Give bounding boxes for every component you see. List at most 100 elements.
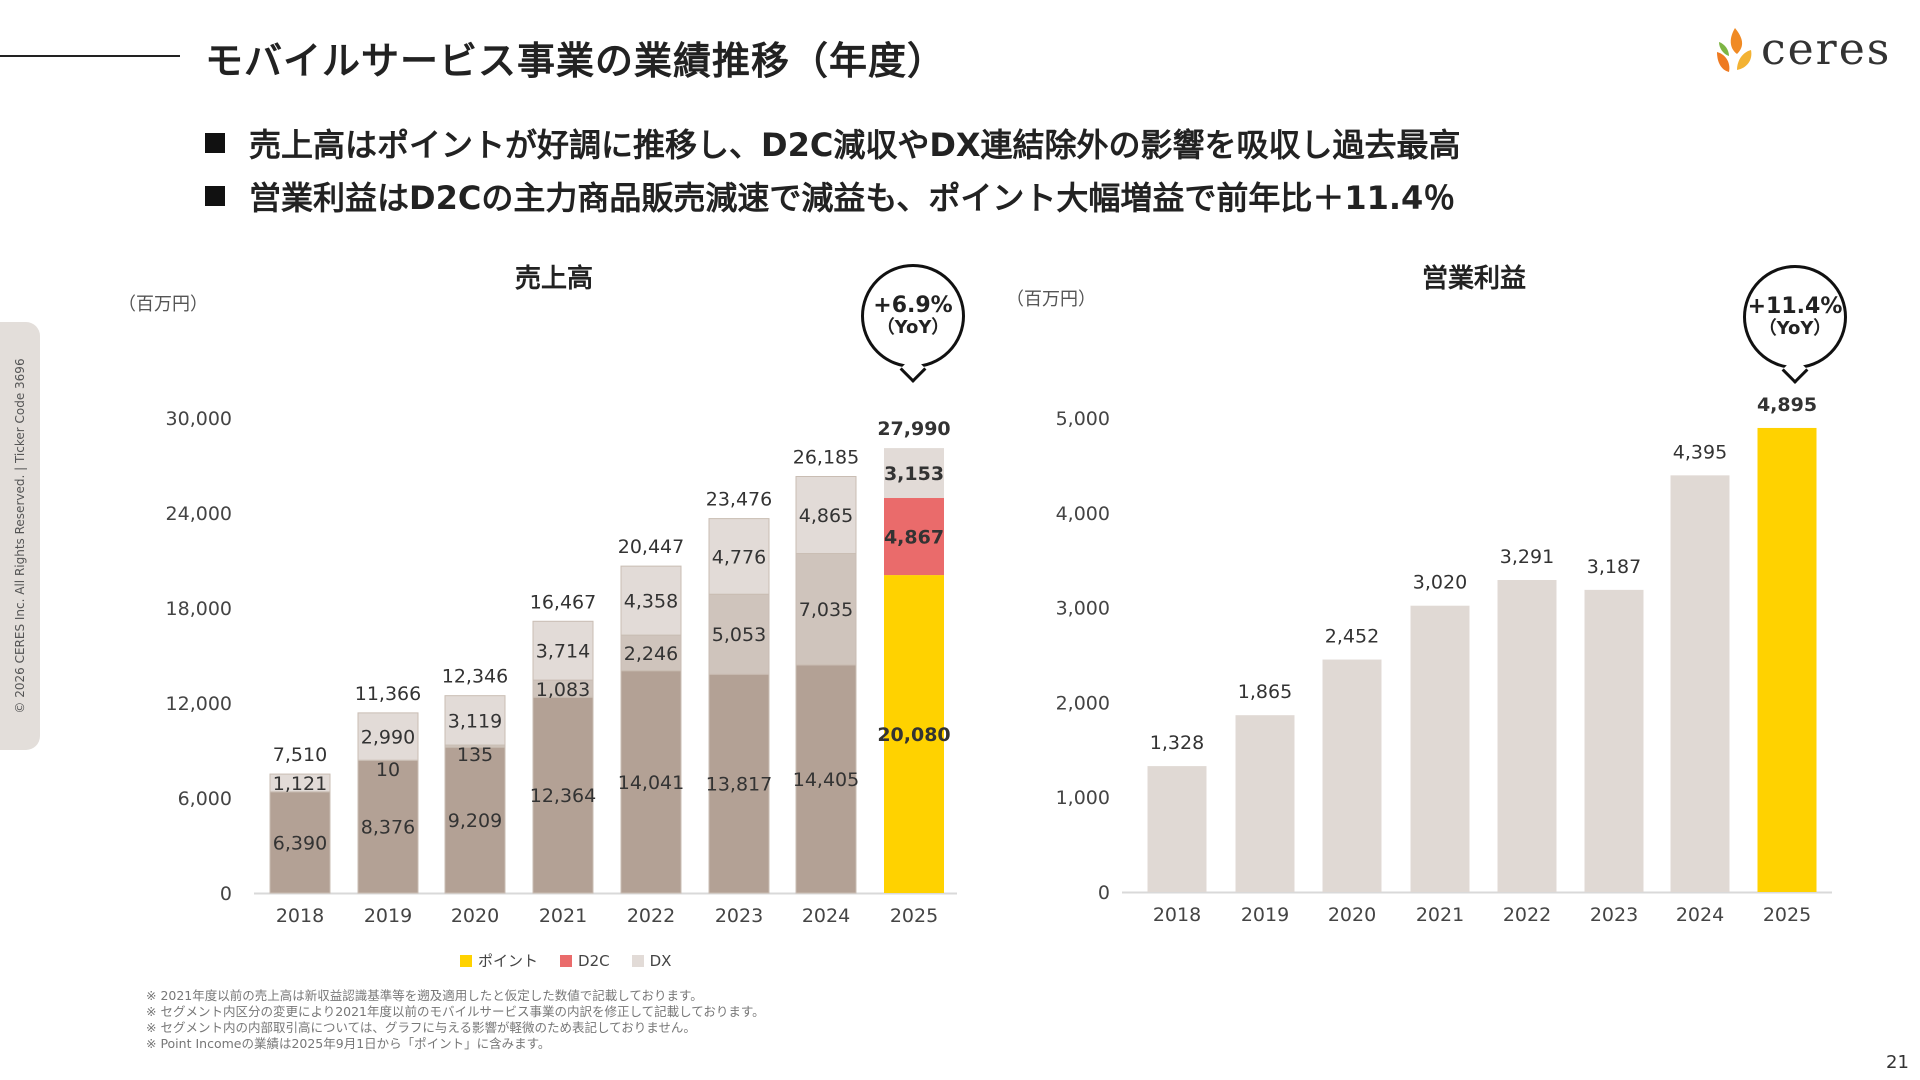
- segment-label: 10: [376, 759, 400, 781]
- segment-label: 7,035: [799, 599, 853, 621]
- profit-bar: [1757, 427, 1817, 892]
- profit-bar: [1584, 589, 1644, 892]
- x-tick-label: 2024: [1676, 904, 1724, 926]
- total-label: 27,990: [877, 418, 950, 440]
- y-tick-label: 5,000: [1056, 408, 1110, 430]
- segment-label: 1,083: [536, 679, 590, 701]
- x-tick-label: 2018: [1153, 904, 1201, 926]
- bar-segment-ポイント: [532, 696, 594, 894]
- segment-label: 14,405: [793, 769, 859, 791]
- profit-bar: [1322, 659, 1382, 892]
- logo-wordmark: ceres: [1761, 24, 1892, 75]
- y-tick-label: 24,000: [166, 503, 232, 525]
- legend-item-d2c: D2C: [560, 950, 610, 971]
- bar-segment-ポイント: [620, 670, 682, 894]
- profit-bar: [1147, 766, 1207, 892]
- legend-label: DX: [649, 951, 672, 970]
- y-tick-label: 0: [1098, 882, 1110, 904]
- footnote: ※ 2021年度以前の売上高は新収益認識基準等を遡及適用したと仮定した数値で記載…: [146, 988, 703, 1003]
- sales-chart-title: 売上高: [514, 264, 594, 294]
- legend-label: D2C: [578, 951, 610, 970]
- segment-label: 5,053: [712, 624, 766, 646]
- sales-yoy-callout: +6.9% （YoY）: [861, 264, 965, 383]
- legend-item-point: ポイント: [460, 950, 538, 971]
- segment-label: 4,358: [624, 591, 678, 613]
- bullet-point: 売上高はポイントが好調に推移し、D2C減収やDX連結除外の影響を吸収し過去最高: [205, 120, 1461, 166]
- segment-label: 3,153: [884, 463, 944, 485]
- ceres-logo: ceres: [1715, 26, 1891, 74]
- segment-label: 135: [457, 744, 493, 766]
- bar-segment-ポイント: [444, 746, 506, 894]
- bar-segment-DX: [884, 448, 944, 499]
- total-label: 26,185: [793, 447, 859, 469]
- bar-segment-DX: [357, 712, 419, 761]
- x-tick-label: 2019: [364, 905, 412, 927]
- sales-legend: ポイント D2C DX: [460, 950, 671, 971]
- sales-unit-label: （百万円）: [118, 294, 208, 315]
- y-tick-label: 2,000: [1056, 692, 1110, 714]
- x-tick-label: 2022: [627, 905, 675, 927]
- footnote: ※ セグメント内の内部取引高については、グラフに与える影響が軽微のため表記してお…: [146, 1020, 696, 1035]
- segment-label: 8,376: [361, 817, 415, 839]
- profit-value-label: 4,895: [1757, 394, 1817, 416]
- bar-segment-ポイント: [357, 759, 419, 894]
- callout-sub: （YoY）: [1758, 318, 1832, 340]
- x-tick-label: 2020: [451, 905, 499, 927]
- square-bullet-icon: [205, 133, 225, 153]
- segment-label: 20,080: [877, 724, 950, 746]
- x-tick-label: 2022: [1503, 904, 1551, 926]
- legend-swatch: [560, 954, 573, 967]
- bar-segment-DX: [795, 476, 857, 555]
- y-tick-label: 1,000: [1056, 787, 1110, 809]
- profit-value-label: 3,020: [1413, 572, 1467, 594]
- segment-label: 4,776: [712, 546, 766, 568]
- x-tick-label: 2025: [1763, 904, 1811, 926]
- y-tick-label: 18,000: [166, 598, 232, 620]
- page-title: モバイルサービス事業の業績推移（年度）: [205, 39, 947, 83]
- bar-segment-DX: [708, 518, 770, 595]
- segment-label: 3,714: [536, 641, 590, 663]
- y-tick-label: 0: [220, 883, 232, 905]
- segment-label: 9,209: [448, 810, 502, 832]
- bar-segment-D2C: [620, 634, 682, 672]
- x-tick-label: 2024: [802, 905, 850, 927]
- legend-item-dx: DX: [631, 950, 672, 971]
- flame-logo-icon: [1717, 28, 1752, 72]
- total-label: 7,510: [273, 744, 327, 766]
- title-rule: [0, 55, 180, 57]
- callout-value: +6.9%: [873, 293, 953, 318]
- bar-segment-DX: [444, 695, 506, 746]
- bar-segment-ポイント: [795, 664, 857, 894]
- profit-bar: [1497, 580, 1557, 892]
- x-tick-label: 2025: [890, 905, 938, 927]
- total-label: 12,346: [442, 666, 508, 688]
- x-tick-label: 2021: [539, 905, 587, 927]
- bar-segment-DX: [532, 620, 594, 681]
- callout-sub: （YoY）: [876, 317, 950, 339]
- y-tick-label: 30,000: [166, 408, 232, 430]
- square-bullet-icon: [205, 186, 225, 206]
- segment-label: 12,364: [530, 785, 596, 807]
- legend-swatch: [631, 954, 644, 967]
- page-number: 21: [1886, 1052, 1909, 1073]
- x-tick-label: 2023: [1590, 904, 1638, 926]
- x-tick-label: 2019: [1241, 904, 1289, 926]
- profit-chart-title: 営業利益: [1421, 264, 1527, 294]
- footnote: ※ セグメント内区分の変更により2021年度以前のモバイルサービス事業の内訳を修…: [146, 1004, 765, 1019]
- profit-value-label: 1,328: [1150, 732, 1204, 754]
- bullet-point: 営業利益はD2Cの主力商品販売減速で減益も、ポイント大幅増益で前年比＋11.4％: [205, 173, 1455, 219]
- total-label: 16,467: [530, 591, 596, 613]
- bar-segment-DX: [620, 565, 682, 636]
- x-tick-label: 2018: [276, 905, 324, 927]
- segment-label: 2,246: [624, 643, 678, 665]
- footnote: ※ Point Incomeの業績は2025年9月1日から「ポイント」に含みます…: [146, 1036, 551, 1051]
- x-tick-label: 2023: [715, 905, 763, 927]
- segment-label: 14,041: [618, 772, 684, 794]
- bar-segment-ポイント: [708, 673, 770, 894]
- x-tick-label: 2020: [1328, 904, 1376, 926]
- profit-bar: [1670, 475, 1730, 892]
- bar-segment-DX: [269, 773, 331, 793]
- profit-bar: [1235, 715, 1295, 892]
- legend-swatch: [460, 954, 472, 967]
